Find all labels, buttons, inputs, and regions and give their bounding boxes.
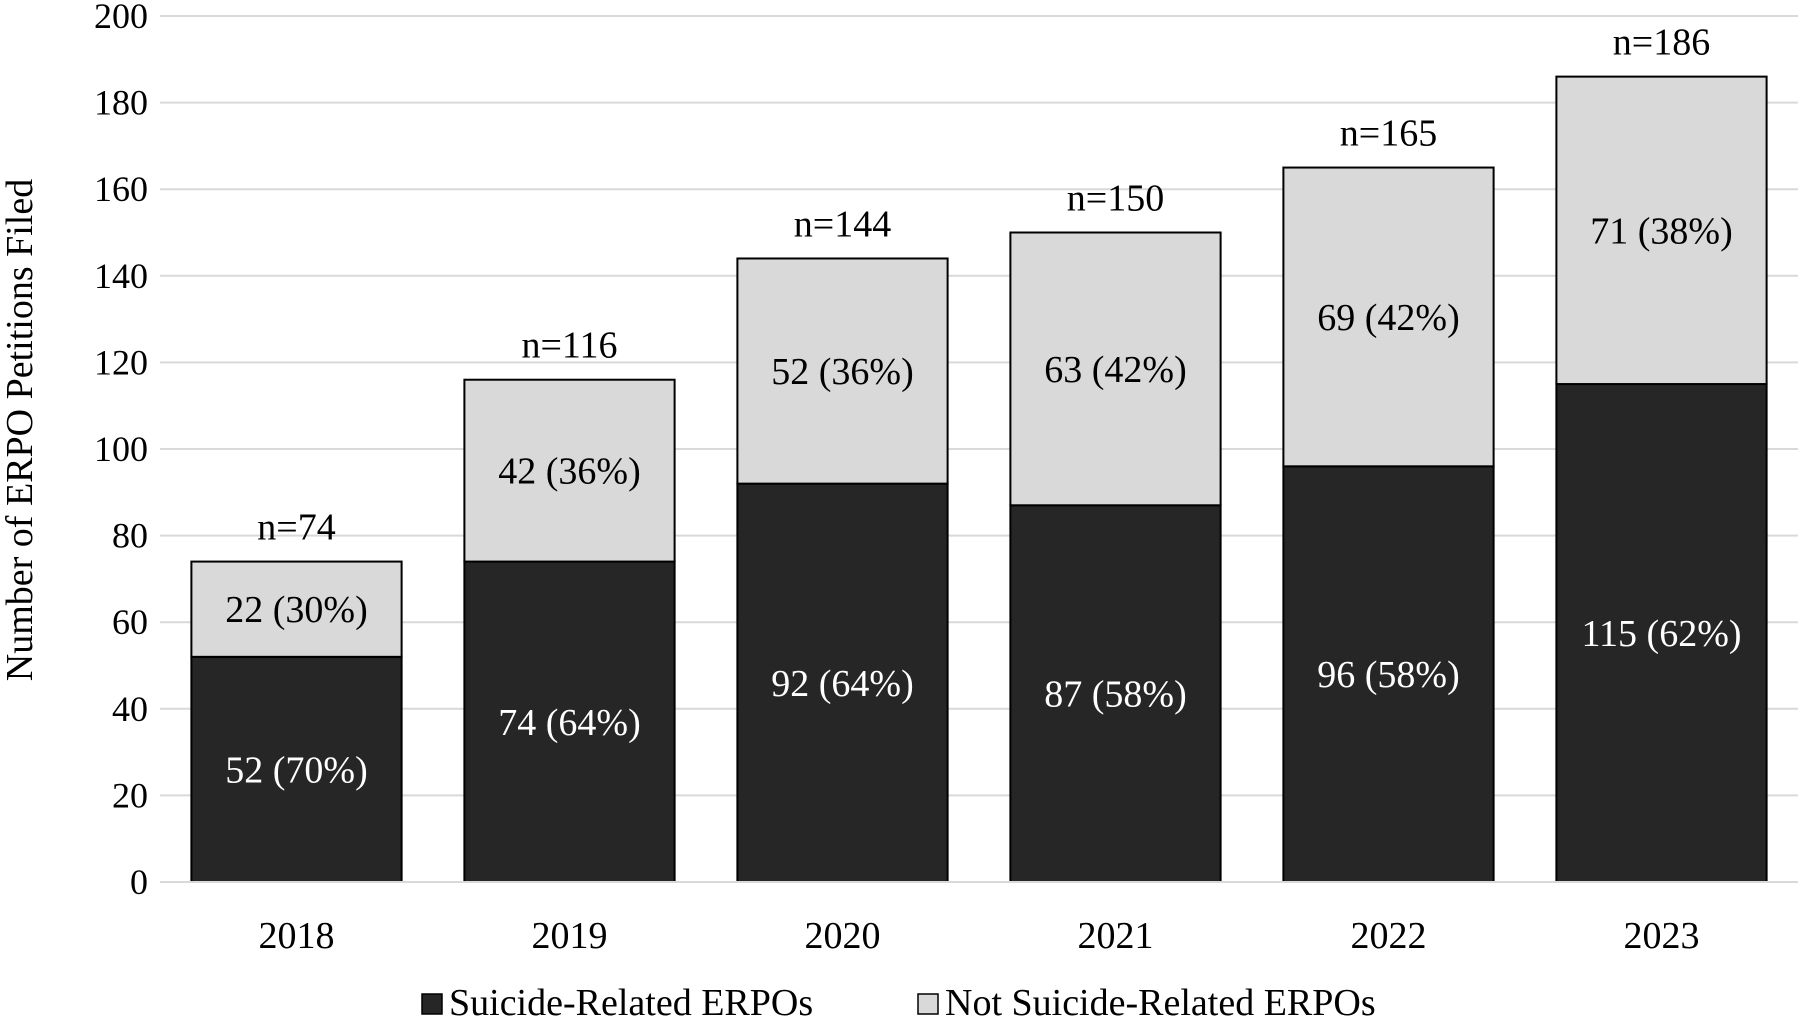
bar-segment-suicide-related xyxy=(1282,465,1495,883)
bar-segment-not-suicide-related xyxy=(736,257,949,485)
y-tick-label: 140 xyxy=(94,256,148,296)
y-tick-label: 20 xyxy=(112,775,148,815)
legend-swatch xyxy=(917,993,939,1015)
bar-segment-suicide-related xyxy=(1555,383,1768,883)
bar-total-label: n=165 xyxy=(1340,113,1437,155)
segment-data-label: 52 (36%) xyxy=(771,351,913,393)
segment-data-label: 52 (70%) xyxy=(225,749,367,791)
legend-swatch xyxy=(421,993,443,1015)
bar-segment-suicide-related xyxy=(1009,504,1222,883)
legend-label: Not Suicide-Related ERPOs xyxy=(945,982,1376,1024)
segment-data-label: 42 (36%) xyxy=(498,451,640,493)
bar-segment-not-suicide-related xyxy=(1555,75,1768,386)
x-category-label: 2018 xyxy=(259,915,335,957)
y-axis-label: Number of ERPO Petitions Filed xyxy=(0,179,41,681)
x-category-label: 2020 xyxy=(805,915,881,957)
x-category-label: 2019 xyxy=(532,915,608,957)
segment-data-label: 63 (42%) xyxy=(1044,349,1186,391)
y-tick-label: 0 xyxy=(130,862,148,902)
legend-item-suicide-related: Suicide-Related ERPOs xyxy=(421,982,813,1024)
bar-segment-not-suicide-related xyxy=(190,560,403,658)
legend: Suicide-Related ERPOs Not Suicide-Related… xyxy=(421,982,1376,1024)
legend-label: Suicide-Related ERPOs xyxy=(449,982,813,1024)
segment-data-label: 74 (64%) xyxy=(498,702,640,744)
segment-data-label: 71 (38%) xyxy=(1590,210,1732,252)
segment-data-label: 92 (64%) xyxy=(771,663,913,705)
bar-segment-suicide-related xyxy=(736,482,949,883)
bar-total-label: n=116 xyxy=(521,325,617,367)
y-tick-label: 200 xyxy=(94,0,148,36)
y-tick-label: 60 xyxy=(112,602,148,642)
bar-total-label: n=74 xyxy=(257,507,335,549)
bar-segment-not-suicide-related xyxy=(463,378,676,563)
y-tick-label: 100 xyxy=(94,429,148,469)
x-category-label: 2023 xyxy=(1624,915,1700,957)
data-labels: 52 (70%) 22 (30%) n=74 74 (64%) 42 (36%) n=11… xyxy=(225,22,1741,792)
bar-total-label: n=186 xyxy=(1613,22,1710,64)
bar-segment-not-suicide-related xyxy=(1009,231,1222,507)
gridlines xyxy=(160,15,1798,797)
y-tick-label: 160 xyxy=(94,169,148,209)
y-tick-label: 80 xyxy=(112,516,148,556)
segment-data-label: 22 (30%) xyxy=(225,589,367,631)
y-tick-label: 40 xyxy=(112,689,148,729)
bar-segment-not-suicide-related xyxy=(1282,166,1495,468)
legend-item-not-suicide-related: Not Suicide-Related ERPOs xyxy=(917,982,1376,1024)
y-tick-label: 180 xyxy=(94,83,148,123)
segment-data-label: 87 (58%) xyxy=(1044,674,1186,716)
segment-data-label: 96 (58%) xyxy=(1317,654,1459,696)
bars xyxy=(190,75,1768,884)
bar-total-label: n=144 xyxy=(794,203,891,245)
bar-total-label: n=150 xyxy=(1067,178,1164,220)
segment-data-label: 69 (42%) xyxy=(1317,297,1459,339)
segment-data-label: 115 (62%) xyxy=(1581,613,1741,655)
y-tick-label: 120 xyxy=(94,342,148,382)
x-category-label: 2022 xyxy=(1351,915,1427,957)
x-category-label: 2021 xyxy=(1078,915,1154,957)
axes: 0 20 40 60 80 100 120 140 160 180 200 2018 2019 2020 2… xyxy=(94,0,1798,957)
